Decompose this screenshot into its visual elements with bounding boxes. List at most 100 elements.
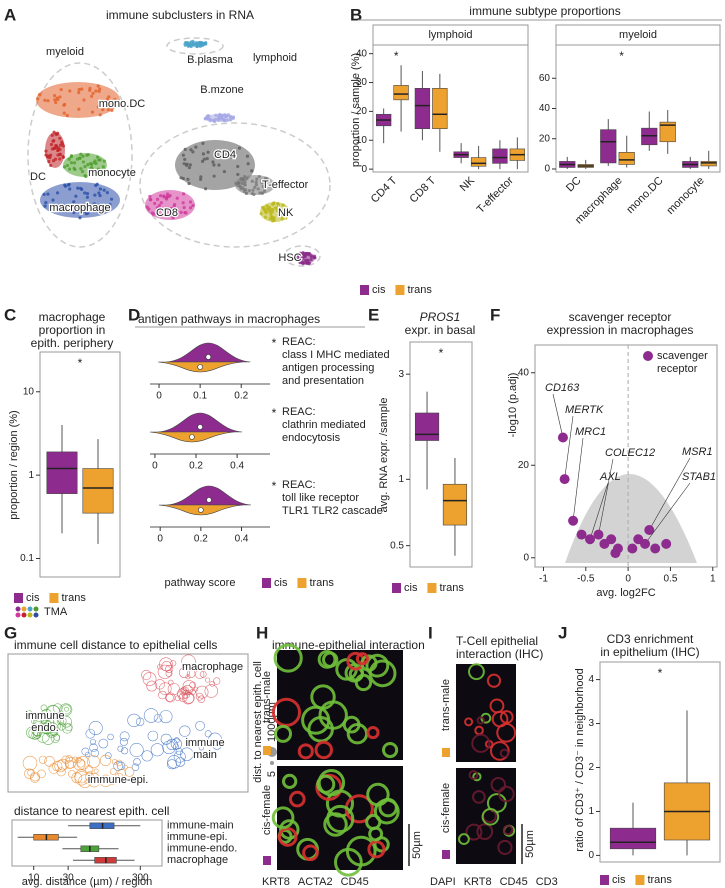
cell-dot [83, 209, 87, 214]
cell-dot [65, 113, 69, 118]
cell-dot [150, 211, 154, 215]
cell-dot [204, 41, 208, 45]
stain-blob [490, 776, 507, 793]
stain-blob [297, 743, 314, 760]
box [414, 412, 440, 441]
stain-label: CD45 [500, 876, 528, 888]
legend-dot [21, 606, 27, 612]
x-tick-label: 300 [132, 873, 149, 884]
legend-label: trans [61, 592, 86, 604]
cell-dot [175, 196, 179, 200]
cell-dot [268, 217, 272, 221]
cluster-label: immune [25, 710, 64, 722]
plot-frame [11, 819, 163, 867]
cell-dot [262, 206, 266, 210]
x-tick-label: 0.1 [193, 391, 207, 402]
legend-swatch [297, 578, 307, 588]
gene-point [627, 543, 638, 554]
cell-dot [173, 737, 180, 744]
cell-dot [236, 172, 240, 177]
stain-blob [499, 748, 510, 758]
group-label: lymphoid [253, 52, 297, 64]
median-dot [198, 507, 204, 513]
cell-dot [91, 91, 95, 96]
cell-dot [77, 107, 81, 111]
cell-dot [165, 664, 174, 674]
cluster-label: mono.DC [99, 98, 146, 110]
cell-dot [157, 664, 163, 670]
cell-dot [165, 194, 169, 198]
cell-dot [195, 692, 204, 701]
gene-label: MSR1 [682, 446, 713, 458]
cell-dot [98, 87, 102, 91]
group-outline [139, 122, 331, 248]
row-label: cis-female [261, 785, 273, 835]
cell-dot [271, 202, 275, 206]
cell-dot [84, 205, 88, 209]
cluster-label: CD8 [156, 207, 178, 219]
x-tick-label: 0.4 [235, 534, 249, 545]
box [492, 148, 508, 164]
stain-blob [323, 812, 348, 837]
cell-dot [56, 767, 66, 777]
y-tick-label: 40 [356, 48, 368, 59]
cluster-label: main [193, 749, 217, 761]
cluster-label: B.plasma [187, 54, 234, 66]
cell-dot [50, 733, 60, 743]
gene-point [593, 529, 604, 540]
legend-label: trans [407, 284, 432, 296]
cell-dot [72, 756, 79, 764]
panel-letter: A [4, 5, 16, 24]
pathway-label: antigen processing [282, 362, 374, 374]
cell-dot [263, 215, 268, 219]
cell-dot [267, 209, 271, 213]
significance: * [78, 356, 83, 370]
x-tick-label: 0 [157, 534, 163, 545]
cell-dot [86, 211, 90, 215]
scale-label: 50µm [524, 830, 536, 858]
cell-dot [153, 201, 157, 206]
cell-dot [85, 195, 90, 199]
x-tick-label: 0.2 [234, 391, 248, 402]
cell-dot [165, 670, 173, 677]
panel-title: in epithelium (IHC) [600, 645, 699, 659]
legend-swatch [635, 875, 645, 885]
legend-label: cis [404, 582, 418, 594]
cell-dot [265, 204, 269, 208]
cell-dot [44, 722, 59, 737]
cell-dot [181, 201, 185, 205]
cell-dot [78, 774, 92, 788]
cell-dot [183, 147, 187, 151]
cell-dot [81, 747, 90, 756]
cell-dot [102, 159, 106, 163]
cell-dot [60, 140, 64, 144]
pathway-label: REAC: [282, 479, 316, 491]
x-tick-label: 0 [156, 391, 162, 402]
cell-dot [36, 97, 40, 101]
gene-point [576, 529, 587, 540]
cell-dot [93, 193, 97, 197]
stain-blob [381, 741, 399, 759]
gene-point [661, 538, 672, 549]
legend-swatch [360, 285, 369, 295]
cell-dot [26, 726, 38, 739]
cell-dot [200, 159, 205, 163]
cell-dot [88, 721, 103, 736]
panel-letter: I [428, 623, 433, 642]
cell-dot [175, 747, 183, 756]
x-tick-label: 30 [63, 873, 75, 884]
cell-dot [183, 157, 187, 162]
stain-blob [288, 790, 306, 808]
cell-dot [58, 157, 62, 161]
cell-dot [206, 150, 210, 154]
cell-dot [204, 187, 208, 191]
cell-dot [195, 685, 209, 699]
cluster-label: endo. [31, 722, 59, 734]
cell-dot [218, 112, 222, 117]
stain-blob [316, 774, 336, 794]
cell-dot [188, 163, 192, 167]
row-swatch [442, 850, 450, 859]
y-tick-label: 3 [588, 718, 594, 729]
category-label: DC [564, 175, 584, 195]
